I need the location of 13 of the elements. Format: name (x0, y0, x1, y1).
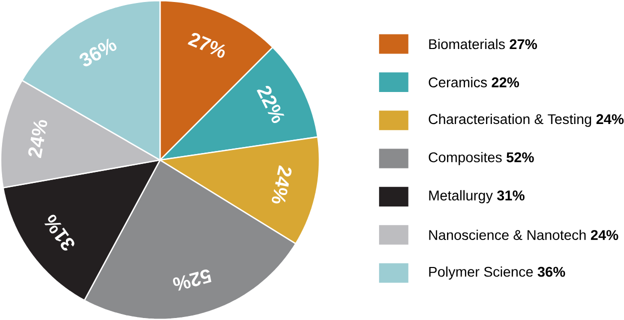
data-label: 27% (188, 32, 226, 58)
legend-label: Polymer Science 36% (429, 266, 566, 280)
legend-label: Ceramics 22% (428, 76, 520, 88)
data-label: 22% (256, 86, 284, 124)
legend-label: Characterisation & Testing 24% (428, 114, 624, 127)
legend-label: Composites 52% (428, 152, 534, 166)
legend-label: Metallurgy 31% (429, 190, 524, 204)
legend-label: Biomaterials 27% (429, 38, 537, 50)
data-label: 24% (272, 165, 292, 204)
data-label: 52% (173, 270, 212, 291)
legend-label: Nanoscience & Nanotech 24% (429, 230, 618, 240)
data-label: 24% (28, 120, 48, 158)
data-label: 36% (80, 38, 116, 66)
